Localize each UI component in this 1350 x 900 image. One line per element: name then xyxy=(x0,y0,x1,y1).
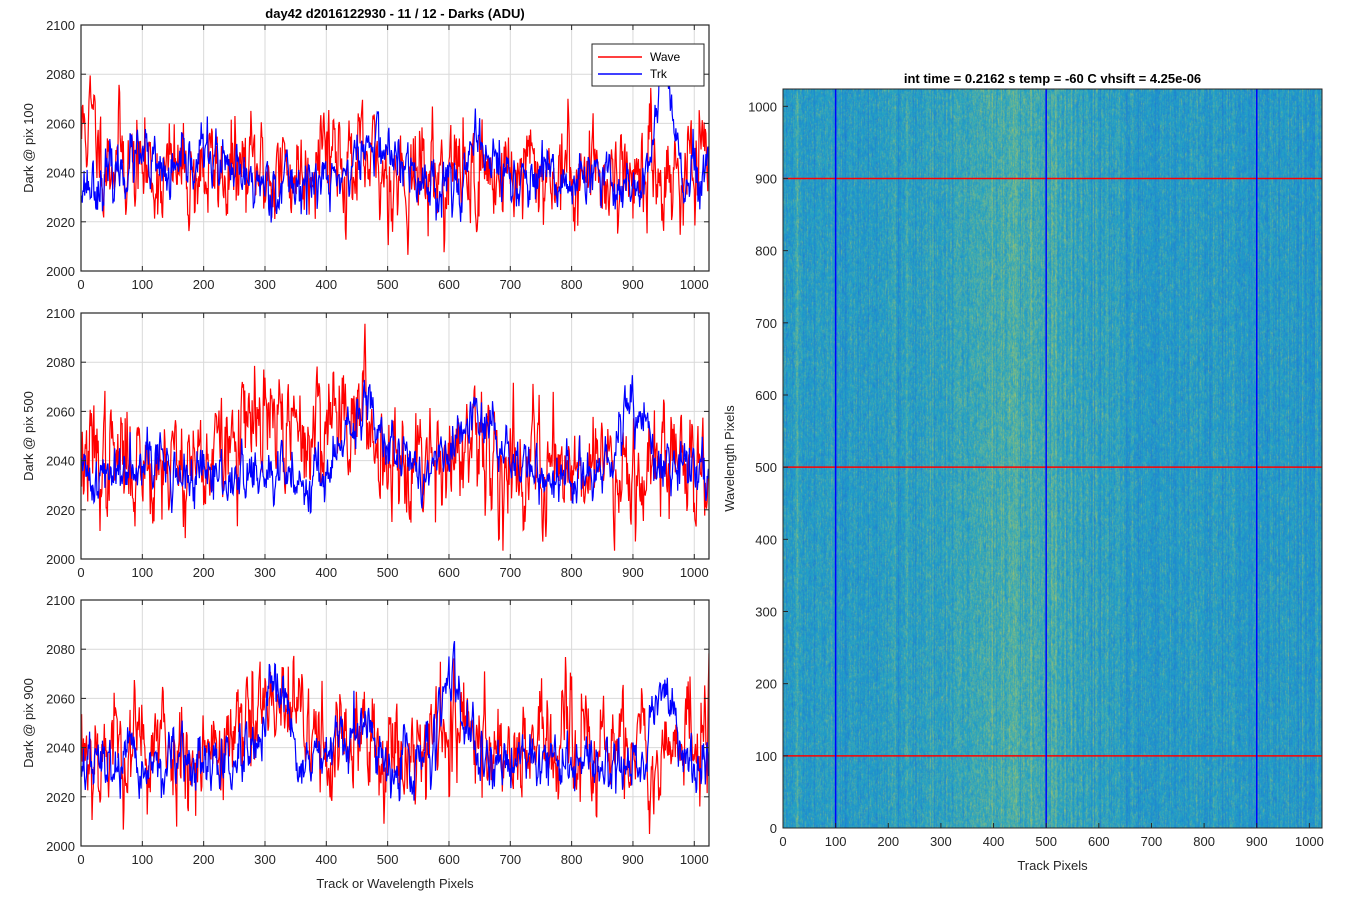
series-line-wave xyxy=(81,653,709,834)
line-chart-pix-900: 0 100 200 300 400 500 600 700 800 900 1000 2000 2020… xyxy=(21,593,710,891)
y-tick-label: 200 xyxy=(755,677,777,692)
x-tick-label: 900 xyxy=(622,565,644,580)
axes-box xyxy=(80,24,710,272)
y-tick-label: 2040 xyxy=(46,166,75,181)
y-tick-label: 2080 xyxy=(46,355,75,370)
y-tick-label: 900 xyxy=(755,171,777,186)
x-tick-label: 600 xyxy=(438,565,460,580)
y-tick-label: 2020 xyxy=(46,503,75,518)
x-tick-label: 200 xyxy=(877,834,899,849)
y-tick-label: 2000 xyxy=(46,552,75,567)
x-tick-label: 1000 xyxy=(680,565,709,580)
y-tick-label: 100 xyxy=(755,749,777,764)
x-tick-label: 500 xyxy=(1035,834,1057,849)
y-tick-label: 1000 xyxy=(748,99,777,114)
x-tick-label: 1000 xyxy=(680,277,709,292)
y-tick-label: 500 xyxy=(755,460,777,475)
y-tick-label: 2040 xyxy=(46,454,75,469)
line-chart-pix-100: 0 100 200 300 400 500 600 700 800 900 1000 2000 2020… xyxy=(21,6,710,292)
x-tick-label: 200 xyxy=(193,852,215,867)
y-tick-label: 400 xyxy=(755,532,777,547)
y-tick-label: 2060 xyxy=(46,404,75,419)
chart-title: int time = 0.2162 s temp = -60 C vhsift … xyxy=(904,71,1201,86)
axes-box xyxy=(782,88,1323,829)
x-tick-label: 400 xyxy=(315,565,337,580)
x-tick-label: 100 xyxy=(131,277,153,292)
legend-label-wave: Wave xyxy=(650,50,681,64)
series-line-trk xyxy=(81,375,709,515)
x-tick-label: 200 xyxy=(193,565,215,580)
y-tick-label: 2040 xyxy=(46,741,75,756)
series-line-trk xyxy=(81,640,709,802)
axes-box xyxy=(80,599,710,847)
x-tick-label: 500 xyxy=(377,277,399,292)
x-tick-label: 800 xyxy=(561,565,583,580)
y-tick-label: 300 xyxy=(755,604,777,619)
x-tick-label: 300 xyxy=(930,834,952,849)
x-tick-label: 0 xyxy=(77,565,84,580)
x-tick-label: 100 xyxy=(825,834,847,849)
x-tick-label: 1000 xyxy=(680,852,709,867)
x-tick-label: 100 xyxy=(131,565,153,580)
y-tick-label: 700 xyxy=(755,316,777,331)
y-tick-label: 2060 xyxy=(46,691,75,706)
x-tick-label: 800 xyxy=(1193,834,1215,849)
y-tick-label: 2000 xyxy=(46,264,75,279)
x-tick-label: 100 xyxy=(131,852,153,867)
x-tick-label: 1000 xyxy=(1295,834,1324,849)
y-tick-label: 2020 xyxy=(46,790,75,805)
x-tick-label: 900 xyxy=(622,852,644,867)
x-tick-label: 700 xyxy=(499,852,521,867)
line-chart-pix-500: 0 100 200 300 400 500 600 700 800 900 1000 2000 2020… xyxy=(21,306,710,580)
y-tick-label: 600 xyxy=(755,388,777,403)
x-tick-label: 600 xyxy=(438,277,460,292)
y-tick-label: 2000 xyxy=(46,839,75,854)
x-tick-label: 300 xyxy=(254,852,276,867)
chart-title: day42 d2016122930 - 11 / 12 - Darks (ADU… xyxy=(265,6,524,21)
legend-box xyxy=(591,43,705,87)
x-tick-label: 200 xyxy=(193,277,215,292)
y-axis-label: Dark @ pix 100 xyxy=(21,103,36,193)
x-tick-label: 500 xyxy=(377,565,399,580)
x-axis-label: Track Pixels xyxy=(1017,858,1088,873)
heatmap-chart: 0 100 200 300 400 500 600 700 800 900 1000 0 100 200 3… xyxy=(722,71,1324,873)
x-axis-label: Track or Wavelength Pixels xyxy=(316,876,474,891)
y-tick-label: 2060 xyxy=(46,116,75,131)
x-tick-label: 400 xyxy=(315,277,337,292)
y-tick-label: 2080 xyxy=(46,642,75,657)
y-axis-label: Wavelength Pixels xyxy=(722,405,737,512)
y-tick-label: 0 xyxy=(770,821,777,836)
x-tick-label: 700 xyxy=(1141,834,1163,849)
x-tick-label: 400 xyxy=(315,852,337,867)
y-axis-label: Dark @ pix 500 xyxy=(21,391,36,481)
axes-box xyxy=(80,312,710,560)
legend-label-trk: Trk xyxy=(650,67,668,81)
x-tick-label: 600 xyxy=(1088,834,1110,849)
x-tick-label: 500 xyxy=(377,852,399,867)
legend: Wave Trk xyxy=(591,43,705,87)
y-tick-label: 2100 xyxy=(46,593,75,608)
y-tick-label: 2100 xyxy=(46,18,75,33)
x-tick-label: 800 xyxy=(561,277,583,292)
y-tick-label: 2020 xyxy=(46,215,75,230)
series-line-trk xyxy=(81,50,709,223)
x-tick-label: 900 xyxy=(622,277,644,292)
y-tick-label: 2080 xyxy=(46,67,75,82)
x-tick-label: 800 xyxy=(561,852,583,867)
x-tick-label: 400 xyxy=(983,834,1005,849)
heatmap-image xyxy=(783,89,1322,828)
x-tick-label: 0 xyxy=(779,834,786,849)
x-tick-label: 300 xyxy=(254,565,276,580)
x-tick-label: 700 xyxy=(499,277,521,292)
x-tick-label: 900 xyxy=(1246,834,1268,849)
x-tick-label: 600 xyxy=(438,852,460,867)
x-tick-label: 0 xyxy=(77,277,84,292)
x-tick-label: 300 xyxy=(254,277,276,292)
y-axis-label: Dark @ pix 900 xyxy=(21,678,36,768)
x-tick-label: 700 xyxy=(499,565,521,580)
y-tick-label: 2100 xyxy=(46,306,75,321)
x-tick-label: 0 xyxy=(77,852,84,867)
y-tick-label: 800 xyxy=(755,244,777,259)
